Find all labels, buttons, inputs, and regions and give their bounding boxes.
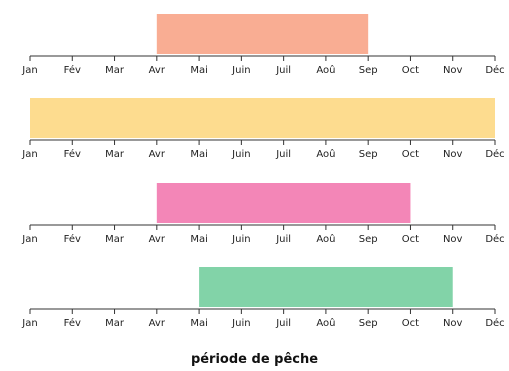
month-tick-label: Mar xyxy=(105,65,125,76)
month-tick-label: Mar xyxy=(105,234,125,245)
month-tick-label: Avr xyxy=(149,234,166,245)
month-tick-label: Nov xyxy=(443,234,463,245)
month-tick-label: Fév xyxy=(64,317,81,329)
month-tick-label: Juil xyxy=(275,149,291,160)
month-tick-label: Fév xyxy=(64,148,81,160)
month-tick-label: Juin xyxy=(231,149,250,160)
month-tick-label: Fév xyxy=(64,233,81,245)
month-tick-label: Fév xyxy=(64,64,81,76)
month-tick-label: Avr xyxy=(149,149,166,160)
month-tick-label: Sep xyxy=(359,318,378,329)
month-tick-label: Mai xyxy=(190,234,208,245)
season-bar-2 xyxy=(30,98,495,138)
season-row-4: Jan Fév Mar Avr Mai Juin Juil Aoû Sep Oct Nov Déc xyxy=(21,267,505,329)
season-bar-3 xyxy=(156,183,411,223)
month-tick-label: Sep xyxy=(359,149,378,160)
month-tick-label: Nov xyxy=(443,65,463,76)
month-tick-label: Aoû xyxy=(316,233,335,245)
month-tick-label: Mai xyxy=(190,65,208,76)
x-axis-title: période de pêche xyxy=(190,352,319,367)
month-tick-label: Jan xyxy=(21,149,37,160)
month-tick-label: Aoû xyxy=(316,64,335,76)
season-row-2: Jan Fév Mar Avr Mai Juin Juil Aoû Sep Oct Nov Déc xyxy=(21,98,505,160)
month-tick-label: Sep xyxy=(359,65,378,76)
month-tick-label: Mar xyxy=(105,149,125,160)
month-tick-label: Avr xyxy=(149,318,166,329)
month-tick-label: Aoû xyxy=(316,317,335,329)
month-tick-label: Juil xyxy=(275,234,291,245)
month-tick-label: Mar xyxy=(105,318,125,329)
season-row-1: Jan Fév Mar Avr Mai Juin Juil Aoû Sep Oct Nov Déc xyxy=(21,14,505,76)
month-tick-label: Déc xyxy=(485,233,504,245)
month-tick-label: Déc xyxy=(485,317,504,329)
month-tick-label: Mai xyxy=(190,149,208,160)
month-tick-label: Oct xyxy=(402,234,419,245)
month-tick-label: Juin xyxy=(231,65,250,76)
month-tick-label: Nov xyxy=(443,318,463,329)
month-tick-label: Jan xyxy=(21,234,37,245)
month-tick-label: Sep xyxy=(359,234,378,245)
month-tick-label: Juil xyxy=(275,318,291,329)
month-tick-label: Jan xyxy=(21,65,37,76)
month-tick-label: Oct xyxy=(402,149,419,160)
month-tick-label: Juin xyxy=(231,234,250,245)
month-tick-label: Nov xyxy=(443,149,463,160)
month-tick-label: Juil xyxy=(275,65,291,76)
month-tick-label: Avr xyxy=(149,65,166,76)
month-tick-label: Juin xyxy=(231,318,250,329)
month-tick-label: Aoû xyxy=(316,148,335,160)
month-tick-label: Oct xyxy=(402,318,419,329)
month-tick-label: Mai xyxy=(190,318,208,329)
month-tick-label: Déc xyxy=(485,148,504,160)
season-bar-4 xyxy=(199,267,453,307)
month-tick-label: Oct xyxy=(402,65,419,76)
season-bar-1 xyxy=(156,14,369,54)
month-tick-label: Déc xyxy=(485,64,504,76)
season-row-3: Jan Fév Mar Avr Mai Juin Juil Aoû Sep Oct Nov Déc xyxy=(21,183,505,245)
month-tick-label: Jan xyxy=(21,318,37,329)
